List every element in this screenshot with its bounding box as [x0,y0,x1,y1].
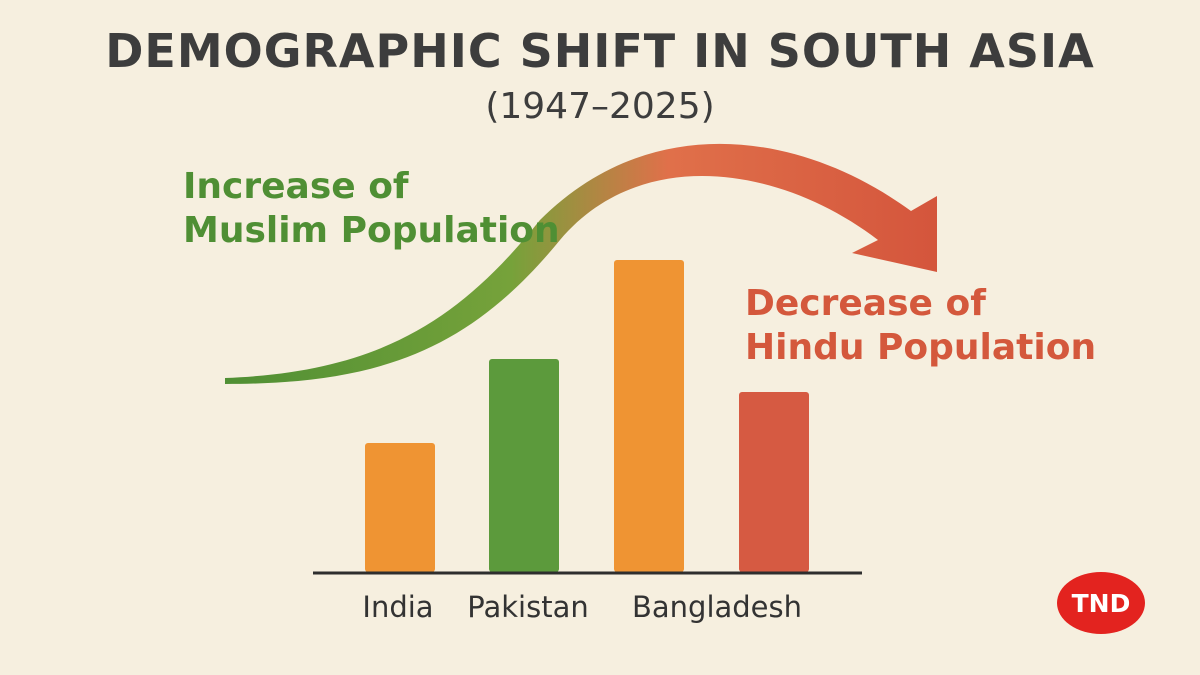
decrease-annotation: Decrease of Hindu Population [745,282,1096,370]
category-label-india: India [362,590,434,624]
bar-india [365,443,435,572]
tnd-logo: TND [1057,572,1145,634]
increase-line-1: Increase of [183,166,409,207]
chart-subtitle: (1947–2025) [485,86,715,127]
increase-annotation: Increase of Muslim Population [183,165,560,253]
bars-group [365,260,809,572]
decrease-line-1: Decrease of [745,283,986,324]
chart-title: DEMOGRAPHIC SHIFT IN SOUTH ASIA [105,24,1095,78]
increase-line-2: Muslim Population [183,210,560,251]
bar-pakistan [489,359,559,572]
category-label-pakistan: Pakistan [467,590,589,624]
bar-unlabeled-4 [739,392,809,572]
decrease-line-2: Hindu Population [745,327,1097,368]
category-label-bangladesh: Bangladesh [631,590,803,624]
trend-arrow [225,143,937,384]
bar-bangladesh [614,260,684,572]
